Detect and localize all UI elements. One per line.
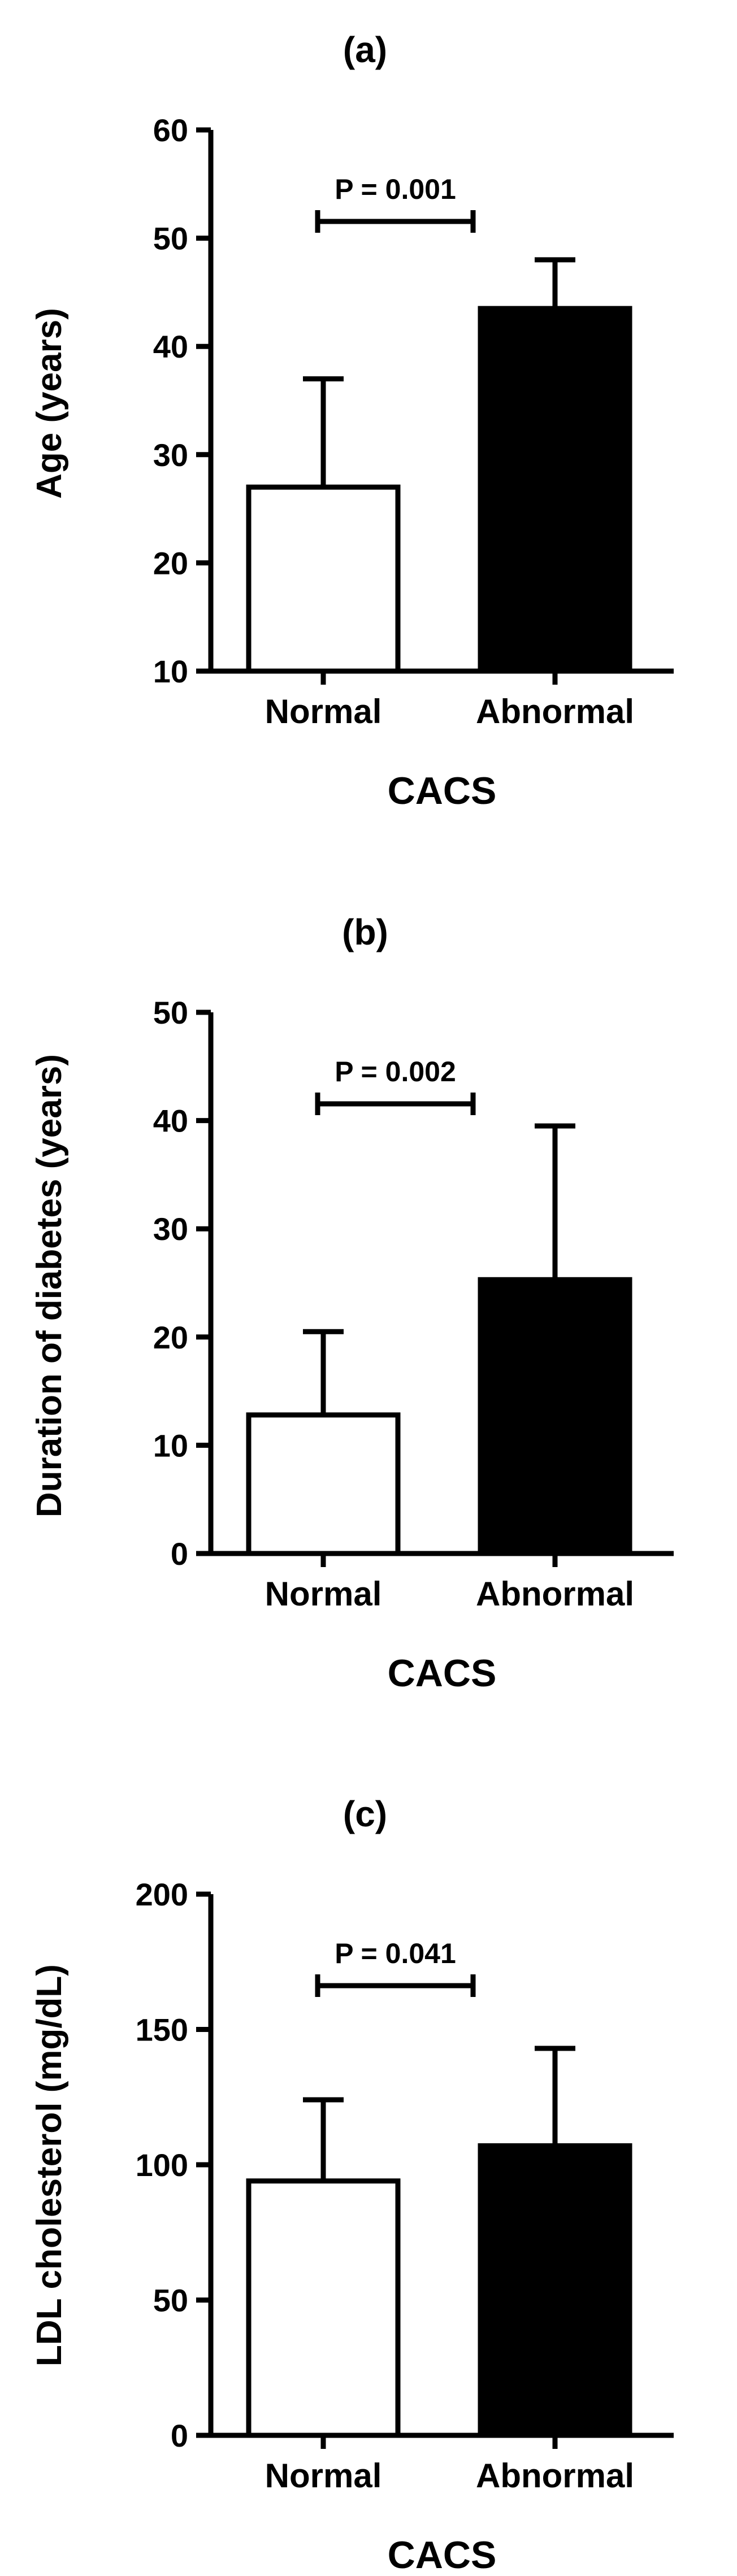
panel-b-bar-abnormal [478, 1277, 632, 1556]
panel-b-y-tick-label: 30 [153, 1211, 188, 1247]
panel-b-label: (b) [342, 912, 388, 952]
panel-b-x-tick-label-abnormal: Abnormal [476, 1575, 634, 1613]
panel-b-bar-normal [246, 1412, 401, 1556]
panel-a-y-tick-label: 30 [153, 437, 188, 473]
panel-a-x-tick-label-normal: Normal [265, 693, 382, 730]
panel-a-bar-abnormal [478, 306, 632, 674]
panel-a-y-axis-title: Age (years) [30, 308, 69, 499]
panel-c-x-tick-label-normal: Normal [265, 2457, 382, 2495]
panel-a-y-tick-label: 40 [153, 329, 188, 364]
panel-c-x-tick-label-abnormal: Abnormal [476, 2457, 634, 2495]
panel-b-x-tick-label-normal: Normal [265, 1575, 382, 1613]
panel-b-y-tick-label: 10 [153, 1428, 188, 1463]
panel-c-y-tick-label: 200 [136, 1877, 188, 1912]
panel-c-bar-abnormal [478, 2143, 632, 2438]
panel-b-y-tick-label: 50 [153, 995, 188, 1030]
panel-a-p-value: P = 0.001 [335, 173, 456, 205]
panel-c-y-tick-label: 0 [171, 2418, 188, 2453]
panel-b-p-value: P = 0.002 [335, 1056, 456, 1087]
panel-c-y-axis-title: LDL cholesterol (mg/dL) [30, 1964, 69, 2366]
panel-c-x-axis-title: CACS [388, 2534, 497, 2576]
panel-a-y-tick-label: 60 [153, 112, 188, 148]
panel-b-y-tick-label: 40 [153, 1103, 188, 1139]
panel-a-y-tick-label: 20 [153, 545, 188, 581]
panel-c-bar-normal [246, 2178, 401, 2438]
panel-b-x-axis-title: CACS [388, 1652, 497, 1695]
panel-a-bar-normal [246, 484, 401, 674]
panel-a-x-tick-label-abnormal: Abnormal [476, 693, 634, 730]
panel-c-y-tick-label: 150 [136, 2012, 188, 2048]
panel-c-y-tick-label: 100 [136, 2147, 188, 2183]
panel-a-label: (a) [343, 29, 387, 70]
panel-a-y-tick-label: 50 [153, 221, 188, 256]
panel-a-x-axis-title: CACS [388, 769, 497, 812]
panel-c-label: (c) [343, 1794, 387, 1834]
panel-b-y-tick-label: 0 [171, 1536, 188, 1572]
panel-a-y-tick-label: 10 [153, 654, 188, 689]
panel-b-y-axis-title: Duration of diabetes (years) [30, 1054, 69, 1517]
panel-c-p-value: P = 0.041 [335, 1938, 456, 1969]
panel-b-y-tick-label: 20 [153, 1320, 188, 1355]
panel-c-y-tick-label: 50 [153, 2283, 188, 2318]
